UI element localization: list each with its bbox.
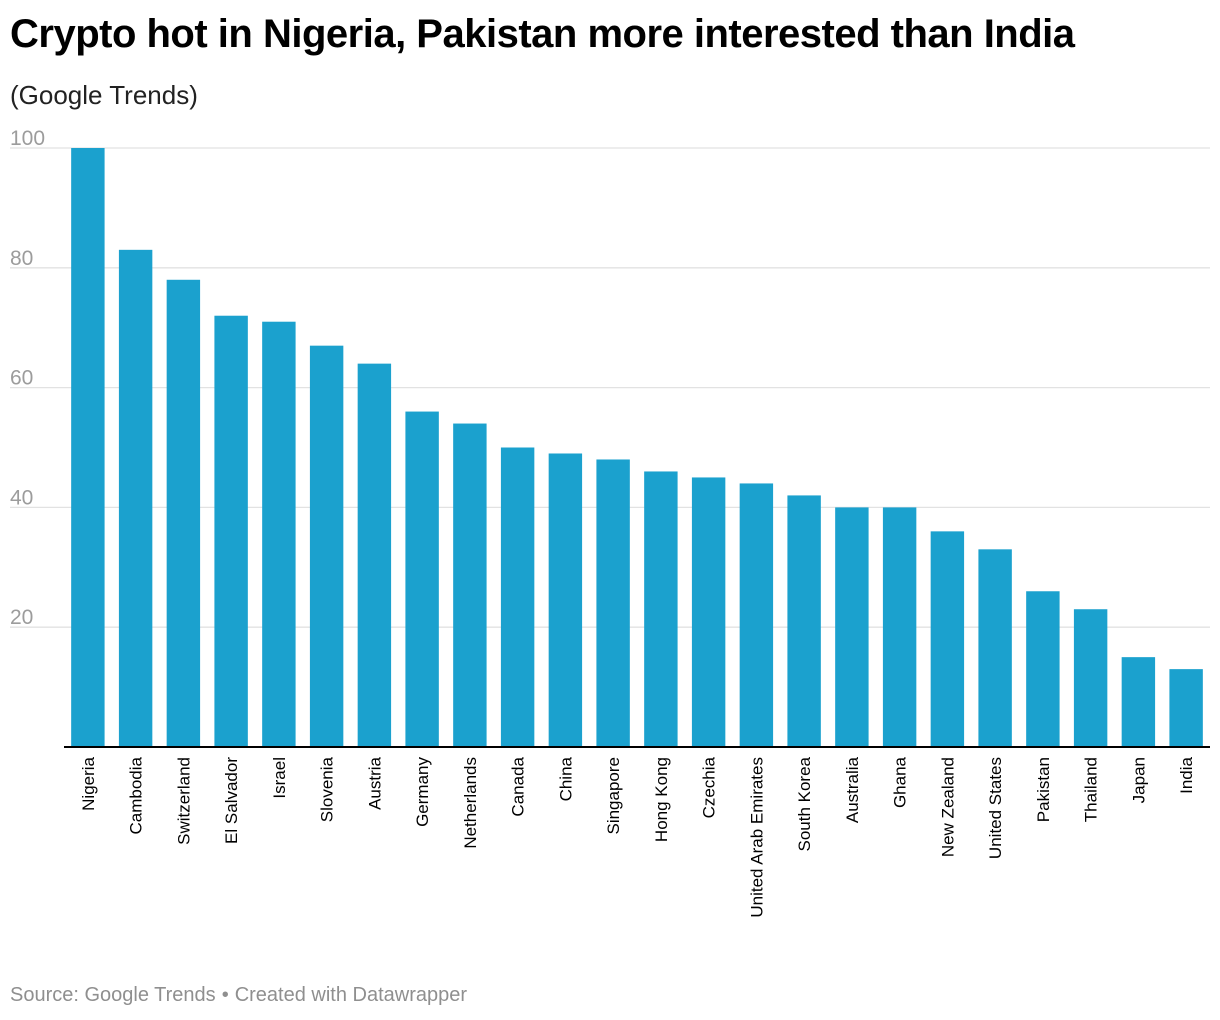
x-tick-label: Germany	[413, 757, 432, 827]
x-tick-label: El Salvador	[222, 757, 241, 844]
bar-el-salvador	[214, 315, 248, 747]
x-tick-label: United Arab Emirates	[747, 757, 766, 918]
bar-canada	[500, 447, 535, 747]
x-tick-label: Czechia	[700, 756, 719, 818]
bar-germany	[405, 411, 439, 747]
x-tick-label: New Zealand	[938, 757, 957, 857]
bar-united-states	[978, 549, 1012, 747]
source-note: Source: Google Trends	[10, 984, 216, 1006]
bar-hong-kong	[644, 471, 678, 747]
x-tick-label: China	[556, 756, 575, 801]
bar-nigeria	[71, 148, 105, 747]
y-tick-label: 80	[10, 247, 33, 270]
x-tick-label: Australia	[843, 756, 862, 823]
y-tick-label: 100	[10, 127, 45, 150]
y-axis-labels: 20 40 60 80 100	[10, 127, 45, 629]
x-tick-label: Singapore	[604, 757, 623, 835]
x-tick-label: United States	[986, 757, 1005, 859]
x-tick-label: Ghana	[891, 756, 910, 808]
bar-china	[548, 453, 583, 747]
x-axis-labels: Nigeria Cambodia Switzerland El Salvador Isr…	[79, 756, 1196, 917]
footer: Source: Google Trends • Created with Dataw…	[10, 984, 467, 1007]
x-tick-label: Canada	[509, 756, 528, 816]
x-tick-label: Netherlands	[461, 757, 480, 849]
footer-separator: •	[221, 984, 229, 1006]
bar-israel	[262, 321, 296, 747]
bar-pakistan	[1026, 591, 1060, 747]
x-tick-label: Nigeria	[79, 756, 98, 810]
bar-cambodia	[118, 249, 153, 747]
y-tick-label: 20	[10, 606, 33, 629]
x-tick-label: India	[1177, 756, 1196, 793]
x-tick-label: Cambodia	[127, 756, 146, 834]
x-tick-label: Switzerland	[174, 757, 193, 845]
bar-new-zealand	[930, 531, 965, 747]
bar-australia	[835, 507, 869, 747]
bar-netherlands	[453, 423, 487, 747]
y-tick-label: 60	[10, 367, 33, 390]
x-tick-label: South Korea	[795, 756, 814, 851]
bar-united-arab-emirates	[739, 483, 774, 747]
bar-ghana	[882, 507, 917, 747]
x-tick-label: Hong Kong	[652, 757, 671, 842]
bar-japan	[1121, 657, 1156, 747]
x-tick-label: Austria	[365, 756, 384, 809]
x-tick-label: Israel	[270, 757, 289, 799]
bar-austria	[357, 363, 392, 747]
x-tick-label: Slovenia	[318, 756, 337, 822]
bar-switzerland	[166, 279, 201, 747]
y-tick-label: 40	[10, 486, 33, 509]
chart-subtitle: (Google Trends)	[10, 80, 198, 110]
credit-note: Created with Datawrapper	[234, 984, 468, 1006]
bar-slovenia	[309, 345, 344, 747]
bar-czechia	[691, 477, 726, 747]
x-tick-label: Pakistan	[1034, 757, 1053, 822]
bars	[71, 148, 1203, 747]
bar-india	[1169, 669, 1203, 747]
bar-thailand	[1073, 609, 1108, 747]
bar-south-korea	[787, 495, 821, 747]
bar-singapore	[596, 459, 630, 747]
x-tick-label: Japan	[1129, 757, 1148, 803]
chart-title: Crypto hot in Nigeria, Pakistan more int…	[10, 12, 1075, 56]
bar-chart: 20 40 60 80 100 Nigeria Cambodia Switzerland El…	[10, 127, 1210, 918]
x-tick-label: Thailand	[1082, 757, 1101, 822]
